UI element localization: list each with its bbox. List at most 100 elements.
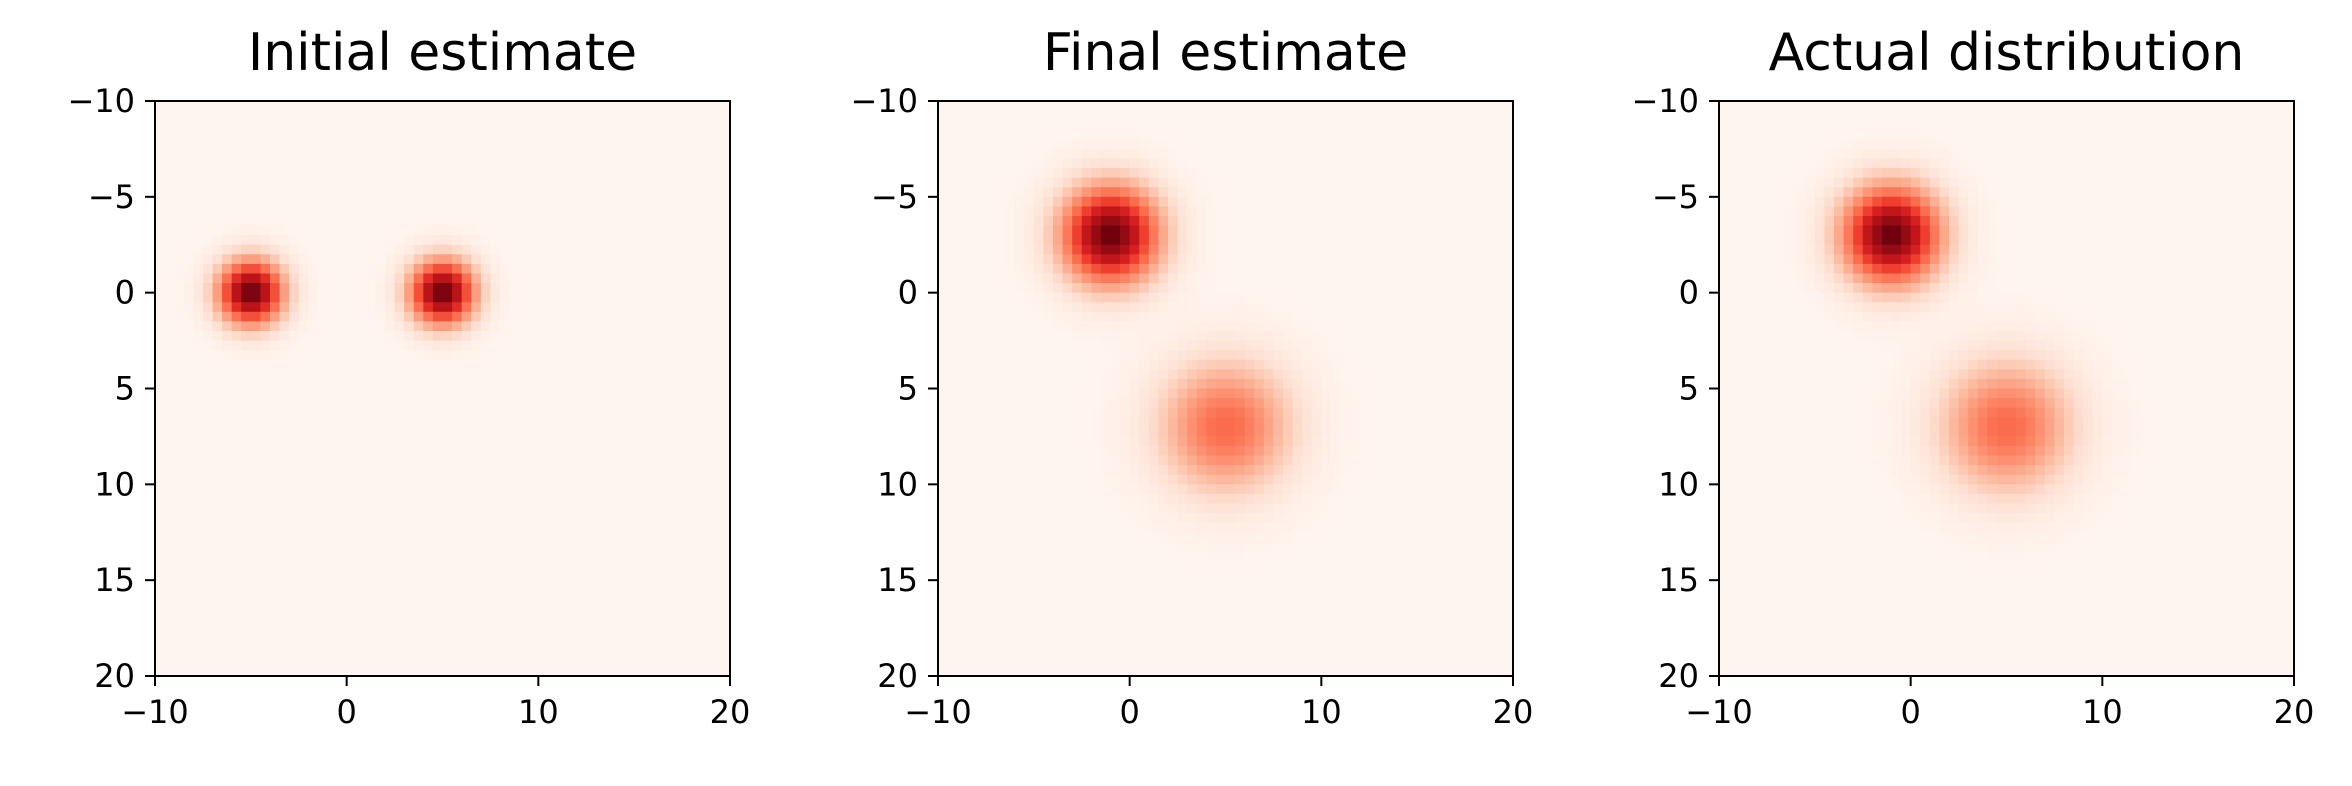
heatmap-cell: [1053, 235, 1064, 246]
heatmap-cell: [1929, 417, 1941, 428]
heatmap-cell: [1177, 493, 1188, 505]
heatmap-cell: [490, 263, 501, 275]
heatmap-cell: [2006, 532, 2017, 543]
heatmap-cell: [1939, 436, 1950, 447]
heatmap-cell: [2006, 541, 2017, 553]
heatmap-cell: [1158, 216, 1169, 227]
heatmap-cell: [1359, 446, 1370, 457]
heatmap-cell: [2044, 302, 2056, 313]
heatmap-cell: [1987, 273, 1998, 284]
heatmap-cell: [1901, 474, 1912, 485]
heatmap-cell: [2064, 474, 2075, 485]
heatmap-cell: [1968, 465, 1979, 476]
heatmap-cell: [222, 311, 233, 323]
heatmap-cell: [1987, 465, 1998, 476]
heatmap-cell: [1920, 369, 1931, 380]
heatmap-cell: [2111, 398, 2123, 409]
heatmap-cell: [174, 302, 185, 313]
heatmap-cell: [394, 244, 405, 255]
heatmap-cell: [1100, 168, 1112, 179]
heatmap-cell: [1081, 158, 1092, 169]
heatmap-cell: [1814, 263, 1826, 275]
heatmap-cell: [2102, 503, 2113, 514]
heatmap-cell: [231, 216, 242, 227]
heatmap-cell: [1843, 283, 1854, 294]
heatmap-cell: [2044, 436, 2056, 447]
heatmap-cell: [1881, 369, 1893, 380]
heatmap-cell: [1987, 484, 1998, 495]
heatmap-cell: [1929, 235, 1941, 246]
heatmap-cell: [404, 311, 415, 323]
heatmap-cell: [1795, 206, 1806, 217]
heatmap-cell: [404, 283, 415, 294]
heatmap-cell: [1968, 273, 1979, 284]
heatmap-cell: [2006, 551, 2017, 562]
heatmap-cell: [423, 225, 434, 236]
heatmap-cell: [1901, 139, 1912, 150]
heatmap-cell: [289, 254, 300, 265]
heatmap-cell: [1206, 398, 1217, 409]
heatmap-cell: [1996, 283, 2008, 294]
heatmap-cell: [1053, 283, 1064, 294]
heatmap-cell: [202, 292, 214, 303]
heatmap-cell: [1862, 206, 1873, 217]
heatmap-cell: [250, 302, 262, 313]
heatmap-cell: [1235, 331, 1246, 342]
heatmap-cell: [1891, 302, 1902, 313]
heatmap-cell: [394, 350, 405, 361]
heatmap-cell: [1881, 177, 1893, 188]
heatmap-cell: [1206, 283, 1217, 294]
heatmap-cell: [2035, 532, 2046, 543]
heatmap-cell: [1881, 378, 1893, 390]
heatmap-cell: [1881, 474, 1893, 485]
heatmap-cell: [1987, 369, 1998, 380]
heatmap-cell: [2064, 369, 2075, 380]
heatmap-cell: [442, 292, 453, 303]
heatmap-cell: [1283, 493, 1294, 505]
heatmap-cell: [404, 302, 415, 313]
heatmap-cell: [1834, 225, 1845, 236]
heatmap-cell: [442, 225, 453, 236]
heatmap-cell: [1920, 378, 1931, 390]
heatmap-cell: [1805, 283, 1816, 294]
heatmap-cell: [2006, 359, 2017, 370]
heatmap-cell: [1110, 273, 1121, 284]
heatmap-cell: [260, 311, 271, 323]
heatmap-cell: [1872, 369, 1883, 380]
heatmap-cell: [1283, 311, 1294, 323]
heatmap-cell: [423, 235, 434, 246]
heatmap-cell: [1014, 235, 1025, 246]
heatmap-cell: [2006, 417, 2017, 428]
heatmap-cell: [1311, 378, 1322, 390]
heatmap-cell: [2006, 283, 2017, 294]
heatmap-cell: [1968, 541, 1979, 553]
heatmap-cell: [1340, 350, 1351, 361]
heatmap-cell: [2064, 503, 2075, 514]
heatmap-cell: [2064, 465, 2075, 476]
heatmap-cell: [2121, 369, 2132, 380]
heatmap-cell: [413, 225, 424, 236]
heatmap-cell: [308, 321, 319, 332]
heatmap-cell: [2121, 446, 2132, 457]
heatmap-cell: [1977, 321, 1988, 332]
heatmap-cell: [1958, 225, 1969, 236]
heatmap-cell: [1139, 302, 1150, 313]
heatmap-cell: [1350, 388, 1361, 399]
heatmap-cell: [231, 235, 242, 246]
heatmap-cell: [2073, 417, 2084, 428]
heatmap-cell: [2092, 426, 2103, 438]
heatmap-cell: [1872, 398, 1883, 409]
heatmap-cell: [1958, 455, 1969, 466]
heatmap-cell: [231, 359, 242, 370]
heatmap-cell: [1100, 331, 1112, 342]
heatmap-cell: [1177, 216, 1188, 227]
heatmap-cell: [317, 302, 329, 313]
heatmap-cell: [1139, 283, 1150, 294]
heatmap-cell: [241, 350, 252, 361]
heatmap-cell: [1996, 331, 2008, 342]
heatmap-cell: [1024, 254, 1035, 265]
heatmap-cell: [1043, 283, 1054, 294]
heatmap-cell: [1168, 273, 1179, 284]
heatmap-cell: [1187, 532, 1198, 543]
heatmap-cell: [2111, 417, 2123, 428]
